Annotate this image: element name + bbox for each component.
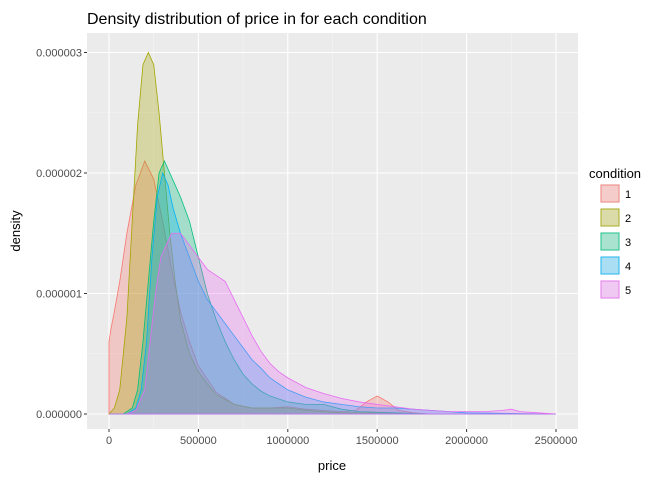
legend-label-condition-5: 5: [625, 285, 631, 297]
x-tick-label: 1500000: [356, 435, 399, 447]
y-axis-title: density: [8, 210, 23, 252]
x-axis: 0 500000 1000000 1500000 2000000 2500000: [106, 429, 577, 447]
minor-gridlines: [87, 33, 578, 429]
y-tick-label: 0.000000: [36, 409, 82, 421]
legend-key-background: [600, 208, 620, 227]
density-area-condition-2: [108, 51, 556, 415]
chart-title: Density distribution of price in for eac…: [87, 11, 427, 28]
density-area-condition-3: [109, 159, 556, 415]
density-area-condition-5: [109, 232, 557, 415]
density-area-condition-4: [109, 171, 557, 415]
x-tick-label: 2000000: [445, 435, 488, 447]
y-tick-label: 0.000003: [36, 48, 82, 60]
x-tick-label: 500000: [180, 435, 217, 447]
x-tick-label: 0: [106, 435, 112, 447]
legend-label-condition-4: 4: [625, 261, 631, 273]
legend-label-condition-3: 3: [625, 237, 631, 249]
legend-title: condition: [589, 166, 641, 181]
legend-label-condition-2: 2: [625, 213, 631, 225]
x-axis-title: price: [318, 458, 346, 473]
legend-key-background: [600, 256, 620, 275]
legend-key-background: [600, 184, 620, 203]
legend: condition 1 2 3 4 5: [589, 166, 641, 299]
legend-key-condition-5: [600, 280, 620, 299]
y-tick-label: 0.000001: [36, 289, 82, 301]
legend-key-condition-4: [600, 256, 620, 275]
y-axis: 0.000000 0.000001 0.000002 0.000003: [36, 48, 87, 421]
x-tick-label: 1000000: [266, 435, 309, 447]
legend-key-condition-1: [600, 184, 620, 203]
legend-key-condition-3: [600, 232, 620, 251]
density-areas: [108, 51, 557, 415]
legend-key-background: [600, 232, 620, 251]
legend-key-condition-2: [600, 208, 620, 227]
legend-label-condition-1: 1: [625, 189, 631, 201]
x-tick-label: 2500000: [535, 435, 578, 447]
legend-key-background: [600, 280, 620, 299]
y-tick-label: 0.000002: [36, 168, 82, 180]
